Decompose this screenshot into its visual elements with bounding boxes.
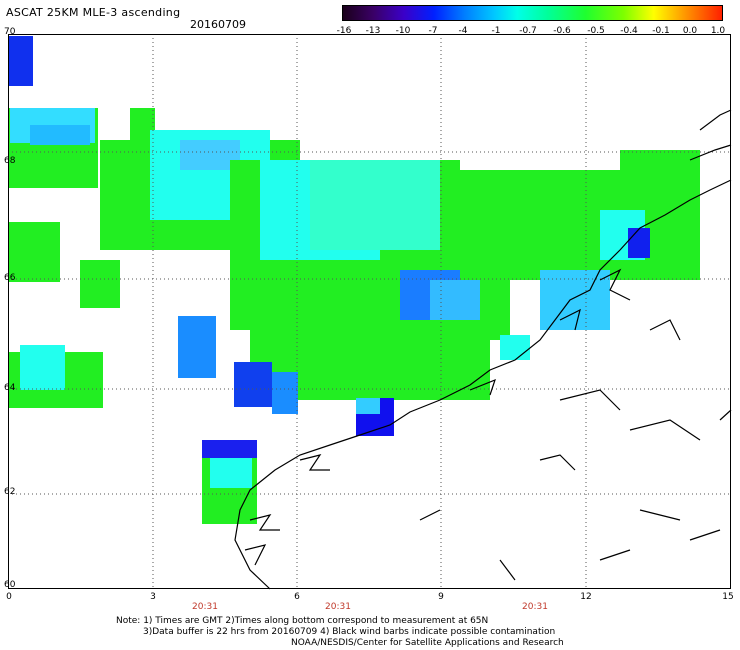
note-line-2: 3)Data buffer is 22 hrs from 20160709 4)… bbox=[143, 627, 556, 637]
wind-field bbox=[8, 36, 700, 524]
colorbar-tick: -16 bbox=[336, 26, 352, 36]
colorbar-tick: -0.6 bbox=[553, 26, 571, 36]
map-title: ASCAT 25KM MLE-3 ascending bbox=[6, 6, 181, 19]
lon-label: 3 bbox=[150, 592, 156, 602]
swath-block bbox=[500, 335, 530, 360]
lon-label: 0 bbox=[6, 592, 12, 602]
lon-label: 12 bbox=[580, 592, 592, 602]
colorbar-tick: -0.7 bbox=[519, 26, 537, 36]
colorbar-tick: -0.5 bbox=[587, 26, 605, 36]
colorbar-tick: -13 bbox=[365, 26, 381, 36]
swath-block bbox=[178, 316, 216, 378]
time-label: 20:31 bbox=[325, 602, 351, 612]
swath-block bbox=[290, 340, 350, 400]
colorbar-tick: -1 bbox=[491, 26, 501, 36]
colorbar-tick: -0.1 bbox=[652, 26, 670, 36]
colorbar-tick: -4 bbox=[458, 26, 468, 36]
lon-label: 6 bbox=[294, 592, 300, 602]
swath-block bbox=[8, 36, 33, 86]
swath-block bbox=[430, 280, 480, 320]
lon-label: 9 bbox=[438, 592, 444, 602]
swath-block bbox=[234, 362, 272, 407]
lon-label: 15 bbox=[722, 592, 734, 602]
lat-label: 64 bbox=[4, 383, 16, 393]
time-label: 20:31 bbox=[192, 602, 218, 612]
note-line-1: Note: 1) Times are GMT 2)Times along bot… bbox=[116, 616, 489, 626]
colorbar-tick: 1.0 bbox=[710, 26, 726, 36]
coastline bbox=[234, 109, 732, 590]
map-date: 20160709 bbox=[190, 18, 246, 31]
swath-block bbox=[20, 345, 65, 390]
colorbar-tick: -10 bbox=[395, 26, 411, 36]
colorbar-tick: -7 bbox=[428, 26, 438, 36]
colorbar bbox=[342, 5, 723, 21]
swath-block bbox=[80, 260, 120, 308]
swath-block bbox=[356, 398, 380, 414]
swath-block bbox=[310, 160, 440, 250]
swath-block bbox=[540, 270, 610, 330]
swath-block bbox=[620, 150, 700, 200]
swath-block bbox=[272, 372, 298, 414]
colorbar-tick: -0.4 bbox=[620, 26, 638, 36]
swath-block bbox=[30, 125, 90, 145]
swath-block bbox=[8, 222, 60, 282]
note-line-3: NOAA/NESDIS/Center for Satellite Applica… bbox=[291, 638, 564, 648]
time-label: 20:31 bbox=[522, 602, 548, 612]
lat-label: 62 bbox=[4, 487, 16, 497]
colorbar-tick: 0.0 bbox=[682, 26, 698, 36]
swath-block bbox=[202, 440, 257, 458]
graticule bbox=[8, 34, 731, 589]
lat-label: 66 bbox=[4, 273, 16, 283]
swath-block bbox=[210, 458, 252, 488]
map-frame bbox=[8, 34, 731, 589]
lat-label: 70 bbox=[4, 27, 16, 37]
lat-label: 60 bbox=[4, 580, 16, 590]
lat-label: 68 bbox=[4, 156, 16, 166]
